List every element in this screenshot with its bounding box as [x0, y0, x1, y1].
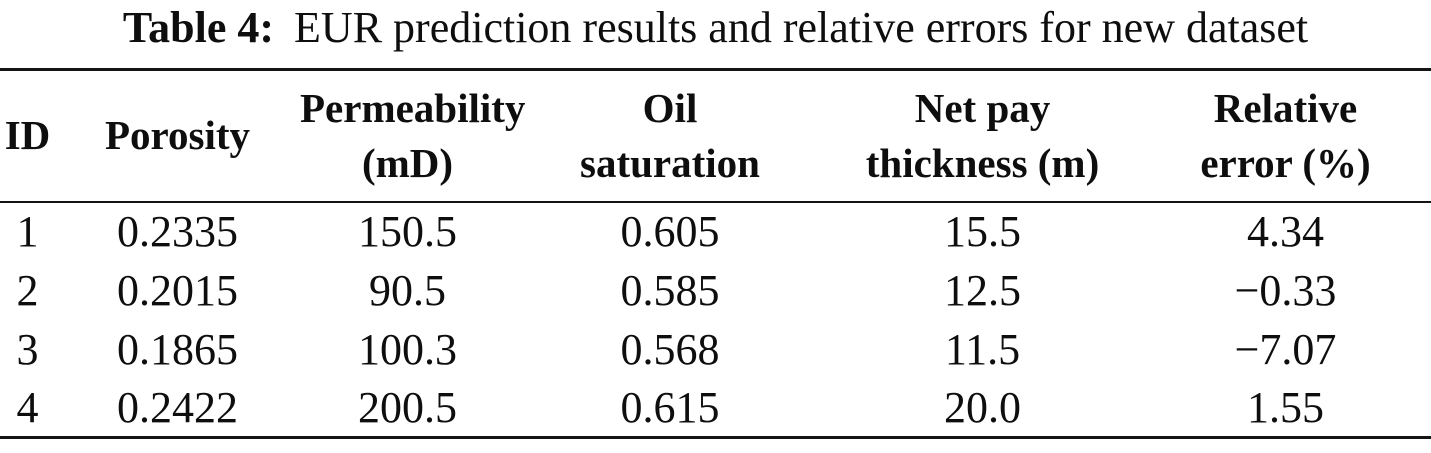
table-header: ID Porosity Permeability (mD) Oil satura…	[0, 70, 1431, 202]
table-caption: Table 4: EUR prediction results and rela…	[0, 0, 1431, 68]
column-header-relative-error: Relative error (%)	[1200, 84, 1371, 186]
cell-relative-error: 4.34	[1247, 207, 1324, 256]
table-caption-label: Table 4:	[122, 3, 275, 52]
column-header-net-pay-thickness: Net pay thickness (m)	[865, 84, 1100, 186]
cell-permeability: 100.3	[358, 324, 457, 374]
cell-oil-saturation: 0.585	[620, 265, 720, 315]
table-row: 3 0.1865 100.3 0.568 11.5 −7.07	[0, 320, 1431, 379]
cell-permeability: 200.5	[358, 382, 457, 432]
cell-relative-error: −0.33	[1234, 265, 1337, 315]
cell-net-pay-thickness: 11.5	[944, 324, 1021, 374]
cell-porosity: 0.2015	[117, 265, 238, 315]
table-row: 1 0.2335 150.5 0.605 15.5 4.34	[0, 202, 1431, 261]
header-row: ID Porosity Permeability (mD) Oil satura…	[0, 70, 1431, 202]
cell-porosity: 0.1865	[117, 324, 238, 374]
column-header-permeability: Permeability (mD)	[300, 84, 526, 186]
table-row: 4 0.2422 200.5 0.615 20.0 1.55	[0, 379, 1431, 438]
cell-net-pay-thickness: 15.5	[944, 207, 1021, 256]
table-row: 2 0.2015 90.5 0.585 12.5 −0.33	[0, 261, 1431, 320]
eur-prediction-table: ID Porosity Permeability (mD) Oil satura…	[0, 68, 1431, 439]
cell-id: 4	[16, 382, 39, 432]
cell-id: 3	[16, 324, 39, 374]
column-header-id: ID	[4, 112, 51, 159]
cell-oil-saturation: 0.568	[620, 324, 720, 374]
cell-permeability: 90.5	[369, 265, 446, 315]
cell-id: 1	[16, 207, 39, 256]
table-body: 1 0.2335 150.5 0.605 15.5 4.34 2 0.2015 …	[0, 202, 1431, 438]
cell-oil-saturation: 0.605	[620, 207, 720, 256]
cell-oil-saturation: 0.615	[620, 382, 720, 432]
table-caption-text: EUR prediction results and relative erro…	[294, 3, 1309, 52]
column-header-oil-saturation: Oil saturation	[580, 84, 760, 186]
cell-id: 2	[16, 265, 39, 315]
cell-net-pay-thickness: 12.5	[944, 265, 1021, 315]
cell-porosity: 0.2335	[117, 207, 238, 256]
cell-relative-error: −7.07	[1234, 324, 1337, 374]
cell-porosity: 0.2422	[117, 382, 238, 432]
cell-relative-error: 1.55	[1247, 382, 1324, 432]
cell-net-pay-thickness: 20.0	[944, 382, 1021, 432]
cell-permeability: 150.5	[358, 207, 457, 256]
column-header-porosity: Porosity	[104, 112, 250, 159]
